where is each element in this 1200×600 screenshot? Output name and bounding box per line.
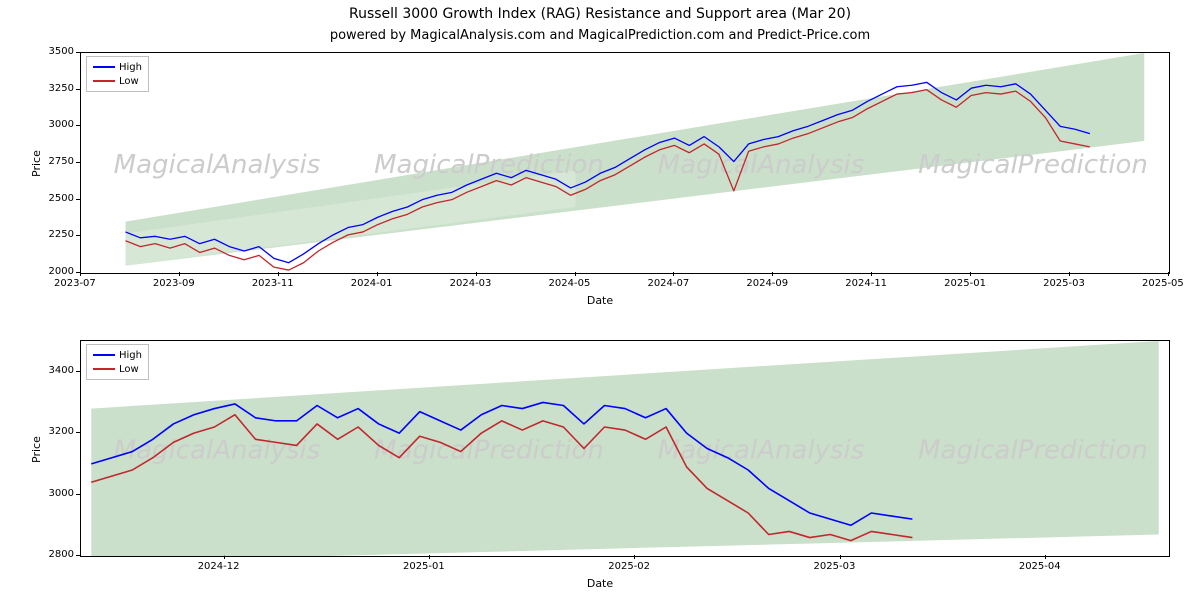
watermark-text: MagicalPrediction xyxy=(918,436,1148,466)
chart-top-xtick: 2024-09 xyxy=(746,278,788,289)
chart-bottom-xlabel: Date xyxy=(0,577,1200,590)
watermark-text: MagicalPrediction xyxy=(374,436,604,466)
watermark-text: MagicalAnalysis xyxy=(658,436,865,466)
legend-label: High xyxy=(119,350,142,361)
legend-item: Low xyxy=(93,74,142,88)
legend-item: Low xyxy=(93,362,142,376)
chart-bottom-xtick: 2024-12 xyxy=(198,561,240,572)
chart-bottom-ytick: 3400 xyxy=(36,365,74,376)
chart-top-svg: MagicalAnalysis MagicalPrediction MagicalA… xyxy=(81,53,1169,273)
chart-top-xtick: 2024-03 xyxy=(450,278,492,289)
chart-bottom-ytick: 2800 xyxy=(36,549,74,560)
chart-bottom-ytick: 3000 xyxy=(36,488,74,499)
chart-bottom-xtick: 2025-02 xyxy=(608,561,650,572)
chart-title: Russell 3000 Growth Index (RAG) Resistan… xyxy=(0,6,1200,22)
chart-bottom-xtick: 2025-01 xyxy=(403,561,445,572)
legend-label: High xyxy=(119,62,142,73)
chart-top-ytick: 2500 xyxy=(36,193,74,204)
page-root: Russell 3000 Growth Index (RAG) Resistan… xyxy=(0,0,1200,600)
watermark-text: MagicalAnalysis xyxy=(114,436,321,466)
legend-item: High xyxy=(93,60,142,74)
chart-bottom-ylabel: Price xyxy=(30,436,43,463)
chart-top-ytick: 2750 xyxy=(36,156,74,167)
legend-swatch xyxy=(93,354,115,356)
chart-top-ytick: 3000 xyxy=(36,119,74,130)
legend-swatch xyxy=(93,66,115,68)
watermark-text: MagicalAnalysis xyxy=(114,150,321,180)
watermark-text: MagicalPrediction xyxy=(918,150,1148,180)
watermark-text: MagicalPrediction xyxy=(374,150,604,180)
chart-top-ytick: 3250 xyxy=(36,83,74,94)
chart-top-xtick: 2024-11 xyxy=(845,278,887,289)
chart-top-xtick: 2023-09 xyxy=(153,278,195,289)
legend-swatch xyxy=(93,80,115,82)
chart-bottom: MagicalAnalysis MagicalPrediction MagicalA… xyxy=(80,340,1170,557)
chart-top-xlabel: Date xyxy=(0,294,1200,307)
chart-top-ytick: 2250 xyxy=(36,229,74,240)
chart-top-legend: High Low xyxy=(86,56,149,92)
chart-top-xtick: 2024-05 xyxy=(549,278,591,289)
chart-top-xtick: 2025-01 xyxy=(944,278,986,289)
chart-top-xtick: 2025-05 xyxy=(1142,278,1184,289)
chart-top-xtick: 2025-03 xyxy=(1043,278,1085,289)
chart-top-xtick: 2024-07 xyxy=(647,278,689,289)
chart-bottom-legend: High Low xyxy=(86,344,149,380)
chart-top: MagicalAnalysis MagicalPrediction MagicalA… xyxy=(80,52,1170,274)
chart-top-ytick: 3500 xyxy=(36,46,74,57)
chart-bottom-ytick: 3200 xyxy=(36,426,74,437)
chart-bottom-svg: MagicalAnalysis MagicalPrediction MagicalA… xyxy=(81,341,1169,556)
chart-bottom-xtick: 2025-03 xyxy=(814,561,856,572)
chart-top-xtick: 2024-01 xyxy=(351,278,393,289)
chart-top-xtick: 2023-07 xyxy=(54,278,96,289)
legend-label: Low xyxy=(119,76,139,87)
legend-label: Low xyxy=(119,364,139,375)
chart-subtitle: powered by MagicalAnalysis.com and Magic… xyxy=(0,28,1200,43)
chart-top-xtick: 2023-11 xyxy=(252,278,294,289)
chart-top-ytick: 2000 xyxy=(36,266,74,277)
chart-bottom-xtick: 2025-04 xyxy=(1019,561,1061,572)
legend-item: High xyxy=(93,348,142,362)
legend-swatch xyxy=(93,368,115,370)
watermark-text: MagicalAnalysis xyxy=(658,150,865,180)
